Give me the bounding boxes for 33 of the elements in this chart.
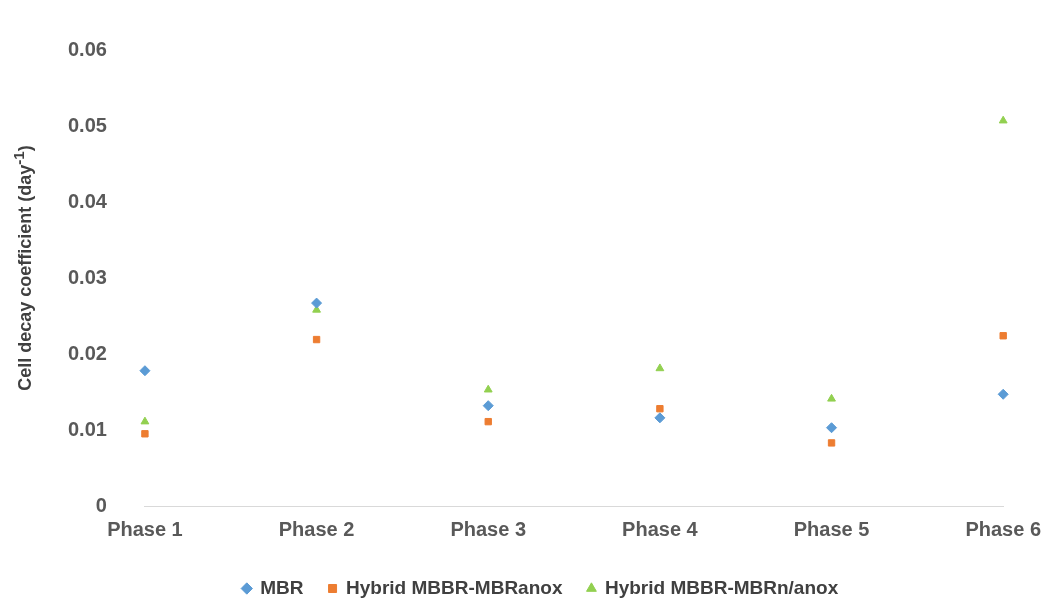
y-tick-label: 0.03 (67, 265, 107, 288)
point (140, 416, 150, 425)
point (141, 430, 149, 438)
x-tick-label: Phase 1 (107, 517, 183, 540)
point (654, 412, 666, 424)
x-tick-label: Phase 2 (278, 517, 355, 540)
x-tick-label: Phase 3 (450, 517, 527, 540)
point (656, 405, 664, 413)
y-tick-label: 0.02 (67, 341, 107, 364)
legend-label: Hybrid MBBR-MBRanox (346, 576, 563, 598)
y-tick-label: 0.01 (67, 417, 107, 440)
x-tick-label: Phase 4 (622, 517, 699, 540)
point (312, 335, 321, 344)
point (311, 297, 323, 309)
point (826, 422, 838, 434)
point (483, 384, 493, 393)
point (655, 363, 665, 372)
point (484, 417, 492, 426)
y-tick-label: 0.04 (67, 189, 108, 212)
x-tick-label: Phase 6 (965, 517, 1041, 540)
y-tick-label: 0.05 (67, 113, 107, 136)
y-tick-label: 0 (95, 493, 107, 516)
point (827, 439, 836, 447)
point (482, 400, 494, 412)
point (139, 365, 151, 377)
legend-label: MBR (260, 576, 304, 598)
point (827, 393, 836, 402)
point (999, 332, 1007, 340)
y-tick-label: 0.06 (67, 37, 107, 60)
x-tick-label: Phase 5 (793, 517, 870, 540)
point (998, 115, 1008, 124)
point (997, 388, 1009, 400)
legend-label: Hybrid MBBR-MBRn/anox (604, 576, 839, 598)
